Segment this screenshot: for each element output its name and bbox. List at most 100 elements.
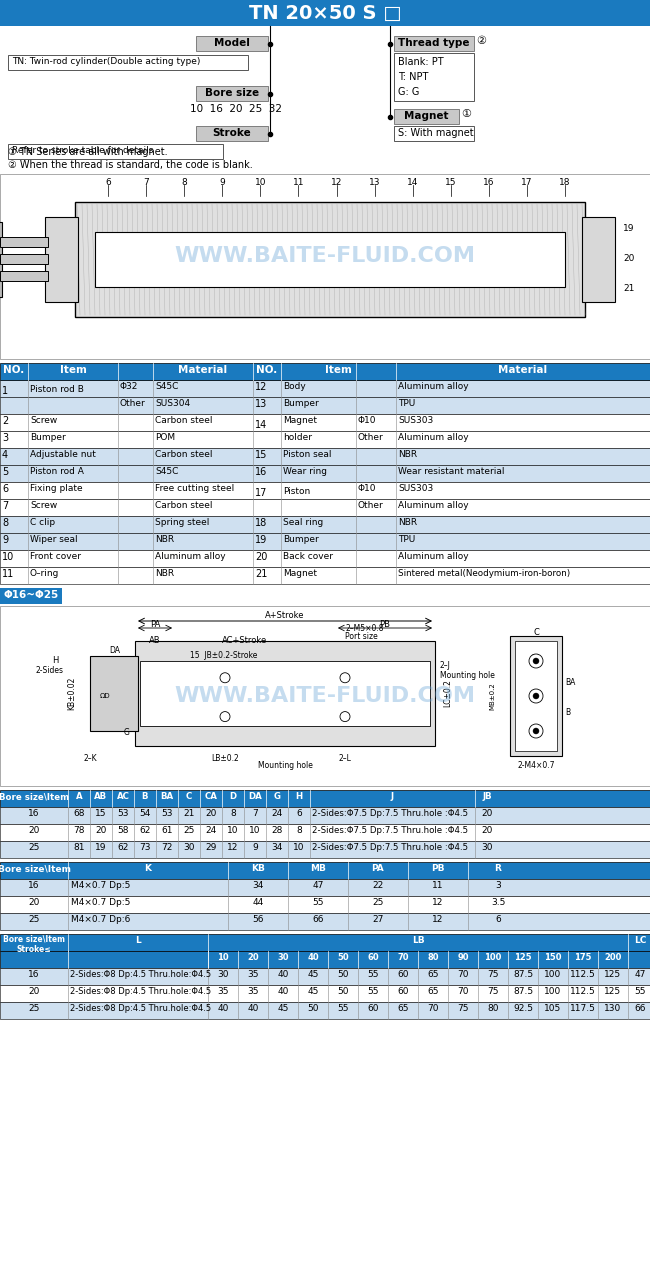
Text: 81: 81	[73, 843, 84, 852]
Bar	[0, 482, 650, 499]
Text: 3: 3	[495, 880, 501, 889]
Text: 62: 62	[139, 826, 151, 835]
Text: 60: 60	[367, 953, 379, 962]
Text: 6: 6	[2, 484, 8, 494]
Text: A: A	[75, 792, 83, 801]
Bar	[582, 217, 615, 302]
Text: Seal ring: Seal ring	[283, 518, 323, 527]
Text: Model: Model	[214, 38, 250, 48]
Text: 25: 25	[29, 915, 40, 924]
Text: 30: 30	[278, 953, 289, 962]
Text: 13: 13	[255, 399, 267, 410]
Text: T: NPT: T: NPT	[398, 71, 428, 82]
Text: Aluminum alloy: Aluminum alloy	[398, 501, 469, 510]
Text: CA: CA	[205, 792, 218, 801]
Text: TN 20×50 S □: TN 20×50 S □	[249, 4, 401, 23]
Text: Bumper: Bumper	[283, 535, 318, 544]
Text: 2-M4×0.7: 2-M4×0.7	[517, 760, 554, 769]
Text: PB: PB	[380, 620, 391, 629]
Text: DA: DA	[109, 646, 120, 655]
Text: 150: 150	[544, 953, 562, 962]
Text: 20: 20	[247, 953, 259, 962]
Text: 25: 25	[29, 1004, 40, 1013]
Text: Back cover: Back cover	[283, 553, 333, 561]
Text: 7: 7	[143, 177, 149, 188]
Text: 16: 16	[28, 970, 40, 979]
Text: Thread type: Thread type	[398, 38, 470, 48]
Text: Stroke: Stroke	[213, 128, 252, 138]
Text: PA: PA	[150, 620, 160, 629]
Text: 80: 80	[488, 1004, 499, 1013]
Text: 11: 11	[2, 569, 14, 579]
Text: Screw: Screw	[30, 416, 57, 425]
Bar	[0, 222, 2, 297]
Text: 125: 125	[514, 953, 532, 962]
Text: D: D	[229, 792, 237, 801]
Text: 65: 65	[427, 970, 439, 979]
Text: 12: 12	[432, 915, 444, 924]
Bar	[0, 380, 650, 397]
Text: 75: 75	[457, 1004, 469, 1013]
Text: MB±0.2: MB±0.2	[489, 683, 495, 709]
Text: 20: 20	[29, 898, 40, 907]
Text: LC±0.2: LC±0.2	[443, 680, 452, 707]
Text: 10: 10	[227, 826, 239, 835]
Text: 112.5: 112.5	[570, 970, 596, 979]
Text: TN: Twin-rod cylinder(Double acting type): TN: Twin-rod cylinder(Double acting type…	[12, 57, 200, 66]
Text: 21: 21	[183, 809, 195, 818]
Circle shape	[340, 712, 350, 722]
Text: 15: 15	[255, 450, 267, 461]
Text: 2-Sides:Φ7.5 Dp:7.5 Thru.hole :Φ4.5: 2-Sides:Φ7.5 Dp:7.5 Thru.hole :Φ4.5	[312, 843, 468, 852]
Text: Free cutting steel: Free cutting steel	[155, 484, 234, 493]
Text: C clip: C clip	[30, 518, 55, 527]
Text: Bumper: Bumper	[30, 433, 66, 441]
Text: 35: 35	[247, 988, 259, 997]
Circle shape	[220, 712, 230, 722]
Text: 53: 53	[161, 809, 173, 818]
Text: Fixing plate: Fixing plate	[30, 484, 83, 493]
Text: 87.5: 87.5	[513, 970, 533, 979]
Text: 16: 16	[483, 177, 495, 188]
Bar	[8, 55, 248, 70]
Text: 78: 78	[73, 826, 84, 835]
Text: Item: Item	[324, 365, 352, 375]
Text: 40: 40	[307, 953, 318, 962]
Circle shape	[220, 672, 230, 683]
Bar	[0, 934, 650, 951]
Bar	[0, 448, 650, 464]
Text: 29: 29	[205, 843, 216, 852]
Text: 47: 47	[634, 970, 645, 979]
Text: 16: 16	[255, 467, 267, 477]
Text: S: With magnet: S: With magnet	[398, 128, 474, 138]
Bar	[196, 36, 268, 51]
Text: Piston seal: Piston seal	[283, 450, 332, 459]
Text: LB±0.2: LB±0.2	[211, 754, 239, 763]
Text: BA: BA	[565, 678, 575, 686]
Text: 22: 22	[372, 880, 384, 889]
Text: Piston rod A: Piston rod A	[30, 467, 84, 476]
Text: Sintered metal(Neodymium-iron-boron): Sintered metal(Neodymium-iron-boron)	[398, 569, 570, 578]
Text: 20: 20	[96, 826, 107, 835]
Circle shape	[533, 729, 539, 734]
Text: AC+Stroke: AC+Stroke	[222, 635, 268, 644]
Bar	[0, 806, 650, 824]
Text: 112.5: 112.5	[570, 988, 596, 997]
Text: 66: 66	[312, 915, 324, 924]
Text: Material: Material	[179, 365, 228, 375]
Text: 100: 100	[545, 988, 562, 997]
Text: 90: 90	[457, 953, 469, 962]
Text: 25: 25	[183, 826, 195, 835]
Text: ①: ①	[461, 108, 471, 119]
Text: 10  16  20  25  32: 10 16 20 25 32	[190, 105, 282, 114]
Bar	[0, 516, 650, 533]
Text: 27: 27	[372, 915, 384, 924]
Text: Material: Material	[499, 365, 547, 375]
Text: Bore size: Bore size	[205, 88, 259, 98]
Text: 2–L: 2–L	[339, 754, 352, 763]
Text: 13: 13	[369, 177, 380, 188]
Text: Bore size\Item: Bore size\Item	[0, 864, 70, 873]
Text: DA: DA	[248, 792, 262, 801]
Text: 65: 65	[427, 988, 439, 997]
Text: 125: 125	[604, 988, 621, 997]
Text: ① TN Series are all with magnet.: ① TN Series are all with magnet.	[8, 147, 168, 157]
